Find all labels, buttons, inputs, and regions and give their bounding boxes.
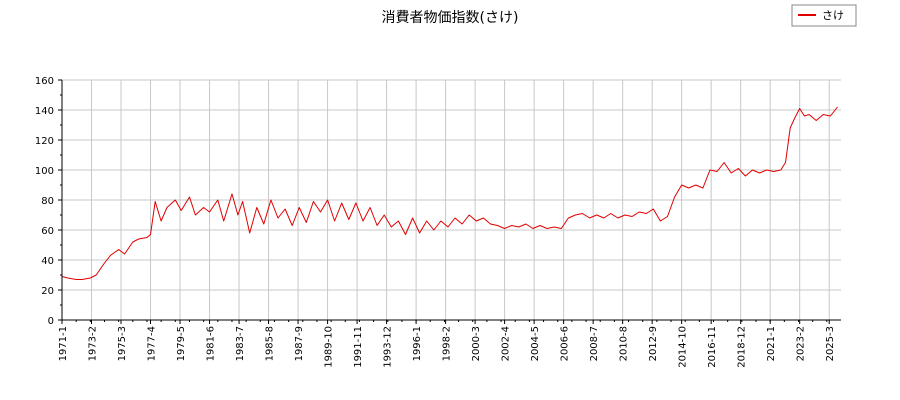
x-tick-label: 1979-5 <box>176 326 187 361</box>
y-tick-label: 40 <box>41 256 54 267</box>
x-tick-label: 2002-4 <box>501 326 512 361</box>
y-tick-label: 0 <box>48 316 54 327</box>
y-tick-label: 140 <box>35 106 54 117</box>
chart-title: 消費者物価指数(さけ) <box>382 10 519 26</box>
y-tick-label: 60 <box>41 226 54 237</box>
x-tick-label: 2025-3 <box>825 326 836 361</box>
x-tick-label: 1971-1 <box>58 326 69 361</box>
y-tick-label: 80 <box>41 196 54 207</box>
y-tick-label: 100 <box>35 166 54 177</box>
x-tick-label: 1985-8 <box>265 326 276 361</box>
x-tick-label: 1996-1 <box>412 326 423 361</box>
x-tick-labels: 1971-1 1973-2 1975-3 1977-4 1979-5 1981-6 1983… <box>58 326 836 368</box>
x-tick-label: 1991-11 <box>353 326 364 368</box>
y-tick-label: 120 <box>35 136 54 147</box>
x-tick-label: 2010-8 <box>619 326 630 361</box>
legend: さけ <box>791 4 857 27</box>
axes <box>58 79 841 324</box>
x-tick-label: 2000-3 <box>471 326 482 361</box>
plot-area <box>61 106 838 280</box>
x-tick-label: 1993-12 <box>383 326 394 368</box>
legend-label: さけ <box>822 9 844 22</box>
x-tick-label: 2008-7 <box>589 326 600 361</box>
grid-lines <box>61 79 841 321</box>
y-tick-label: 160 <box>35 76 54 87</box>
x-tick-label: 2004-5 <box>530 326 541 361</box>
x-tick-label: 2023-2 <box>796 326 807 361</box>
x-tick-label: 1981-6 <box>206 326 217 361</box>
x-tick-label: 2016-11 <box>707 326 718 368</box>
x-tick-label: 1989-10 <box>324 326 335 368</box>
x-tick-label: 2014-10 <box>678 326 689 368</box>
legend-box <box>791 4 857 27</box>
x-tick-label: 1973-2 <box>88 326 99 361</box>
y-tick-labels: 0 20 40 60 80 100 120 140 160 <box>35 76 54 327</box>
x-tick-label: 1975-3 <box>117 326 128 361</box>
x-tick-label: 2006-6 <box>560 326 571 361</box>
x-tick-label: 1977-4 <box>147 326 158 361</box>
x-tick-label: 1983-7 <box>235 326 246 361</box>
y-tick-label: 20 <box>41 286 54 297</box>
x-tick-label: 2021-1 <box>766 326 777 361</box>
x-tick-label: 1998-2 <box>442 326 453 361</box>
x-tick-label: 2018-12 <box>737 326 748 368</box>
x-tick-label: 1987-9 <box>294 326 305 361</box>
series-line-0 <box>61 106 838 280</box>
x-tick-label: 2012-9 <box>648 326 659 361</box>
